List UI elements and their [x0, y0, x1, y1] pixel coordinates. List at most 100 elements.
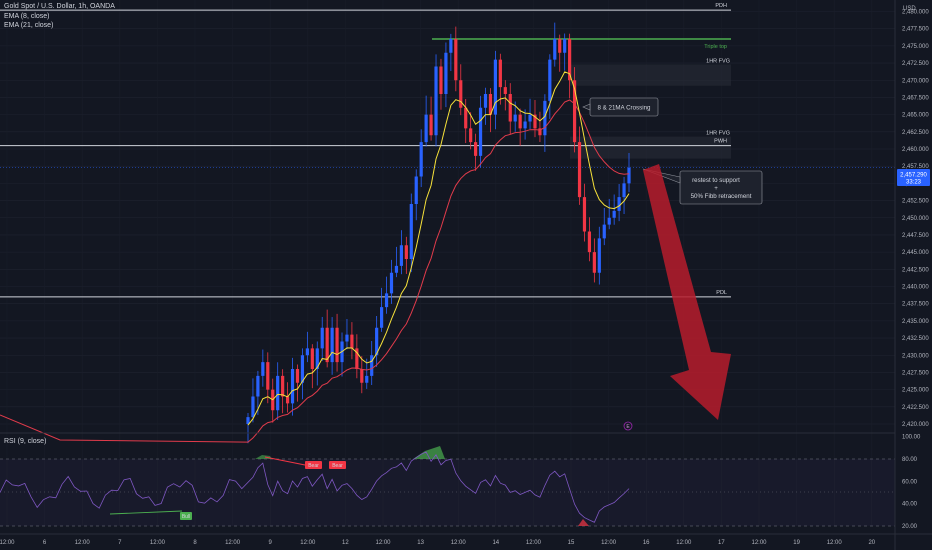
candle-body — [627, 167, 631, 184]
rsi-axis: 20.00 40.00 60.00 80.00 100.00 — [902, 435, 921, 530]
time-tick-label: 15 — [568, 540, 575, 546]
candle-body — [246, 417, 250, 424]
candle-body — [276, 375, 280, 411]
svg-text:E: E — [626, 424, 630, 430]
rsi-tick-label: 20.00 — [902, 524, 918, 530]
time-tick-label: 16 — [643, 540, 650, 546]
candle-body — [464, 107, 468, 129]
candle-body — [300, 355, 305, 383]
candle-body — [459, 80, 463, 108]
price-tick-label: 2,435.000 — [902, 319, 929, 325]
candle-body — [592, 252, 596, 273]
candle-body — [528, 114, 532, 122]
retest-text-1: restest to support — [692, 177, 740, 184]
event-icon: E — [623, 421, 633, 431]
candle-body — [394, 265, 399, 273]
bearish-arrow — [643, 164, 731, 420]
candle-body — [320, 327, 324, 349]
retest-text-2: + — [714, 185, 718, 192]
price-tick-label: 2,462.500 — [902, 130, 929, 136]
candle-body — [256, 375, 260, 397]
fvg-label: 1HR FVG — [706, 58, 730, 64]
candle-body — [295, 369, 300, 383]
candle-body — [474, 142, 478, 156]
currency-label: USD — [903, 6, 916, 12]
candle-body — [602, 224, 606, 239]
candle-body — [375, 327, 379, 356]
candle-body — [409, 204, 413, 259]
candle-body — [503, 87, 507, 94]
candle-body — [310, 348, 314, 369]
time-tick-label: 14 — [492, 540, 499, 546]
candle-body — [389, 272, 394, 294]
candle-body — [434, 66, 438, 136]
price-tick-label: 2,460.000 — [902, 147, 929, 153]
price-tick-label: 2,432.500 — [902, 336, 929, 342]
price-tick-label: 2,472.500 — [902, 61, 929, 67]
svg-text:Bear: Bear — [332, 463, 343, 469]
svg-text:Bull: Bull — [182, 514, 190, 520]
candle-body — [612, 210, 616, 218]
time-tick-label: 12:00 — [526, 540, 542, 546]
fvg-zone — [570, 64, 731, 86]
time-tick-label: 12:00 — [827, 540, 843, 546]
price-tick-label: 2,425.000 — [902, 388, 929, 394]
candle-body — [558, 39, 562, 53]
ema-8-line — [247, 71, 630, 426]
candle-body — [548, 59, 552, 101]
candle-body — [444, 52, 448, 94]
price-tick-label: 2,457.500 — [902, 164, 929, 170]
candle-body — [449, 39, 453, 53]
time-tick-label: 17 — [718, 540, 725, 546]
candle-body — [563, 39, 567, 53]
candle-body — [399, 245, 403, 266]
fvg-label: 1HR FVG — [706, 131, 730, 137]
rsi-tick-label: 80.00 — [902, 457, 918, 463]
key-levels: PDH PWH PDL Triple top — [0, 3, 895, 298]
candle-body — [533, 114, 537, 129]
candle-body — [483, 94, 488, 108]
svg-text:2,457.290: 2,457.290 — [900, 173, 927, 179]
candle-body — [384, 293, 389, 308]
rsi-tick-label: 60.00 — [902, 479, 918, 485]
price-tick-label: 2,470.000 — [902, 78, 929, 84]
time-tick-label: 12:00 — [150, 540, 166, 546]
candle-body — [355, 348, 359, 369]
pdl-label: PDL — [716, 290, 727, 296]
candle-body — [370, 355, 374, 376]
time-tick-label: 12:00 — [225, 540, 241, 546]
time-tick-label: 20 — [868, 540, 875, 546]
fvg-zone — [570, 136, 731, 159]
candle-body — [577, 142, 582, 198]
candle-body — [469, 128, 473, 143]
rsi-bear-div-line — [264, 456, 306, 466]
price-tick-label: 2,467.500 — [902, 95, 929, 101]
current-price-badge: 2,457.290 33:23 — [897, 169, 930, 186]
svg-text:33:23: 33:23 — [906, 180, 922, 186]
candle-body — [587, 231, 592, 253]
retest-text-3: 50% Fibb retracement — [691, 193, 752, 200]
candle-body — [622, 183, 626, 198]
candle-body — [424, 114, 428, 143]
time-tick-label: 12:00 — [601, 540, 617, 546]
candle-body — [414, 176, 418, 204]
candle-body — [538, 128, 542, 136]
rsi-tick-label: 100.00 — [902, 435, 921, 441]
rsi-legend: RSI (9, close) — [4, 438, 47, 445]
candle-body — [419, 142, 423, 177]
rsi-tick-label: 40.00 — [902, 502, 918, 508]
candle-body — [478, 107, 483, 156]
candle-body — [582, 197, 587, 232]
candle-body — [607, 217, 611, 225]
price-tick-label: 2,445.000 — [902, 250, 929, 256]
candle-body — [315, 348, 319, 369]
candle-body — [285, 396, 290, 404]
svg-text:Bear: Bear — [308, 463, 319, 469]
symbol-title: Gold Spot / U.S. Dollar, 1h, OANDA — [4, 3, 115, 10]
candle-body — [281, 375, 285, 397]
price-tick-label: 2,452.500 — [902, 199, 929, 205]
candle-body — [553, 39, 557, 60]
price-tick-label: 2,420.000 — [902, 422, 929, 428]
candle-body — [523, 121, 527, 129]
